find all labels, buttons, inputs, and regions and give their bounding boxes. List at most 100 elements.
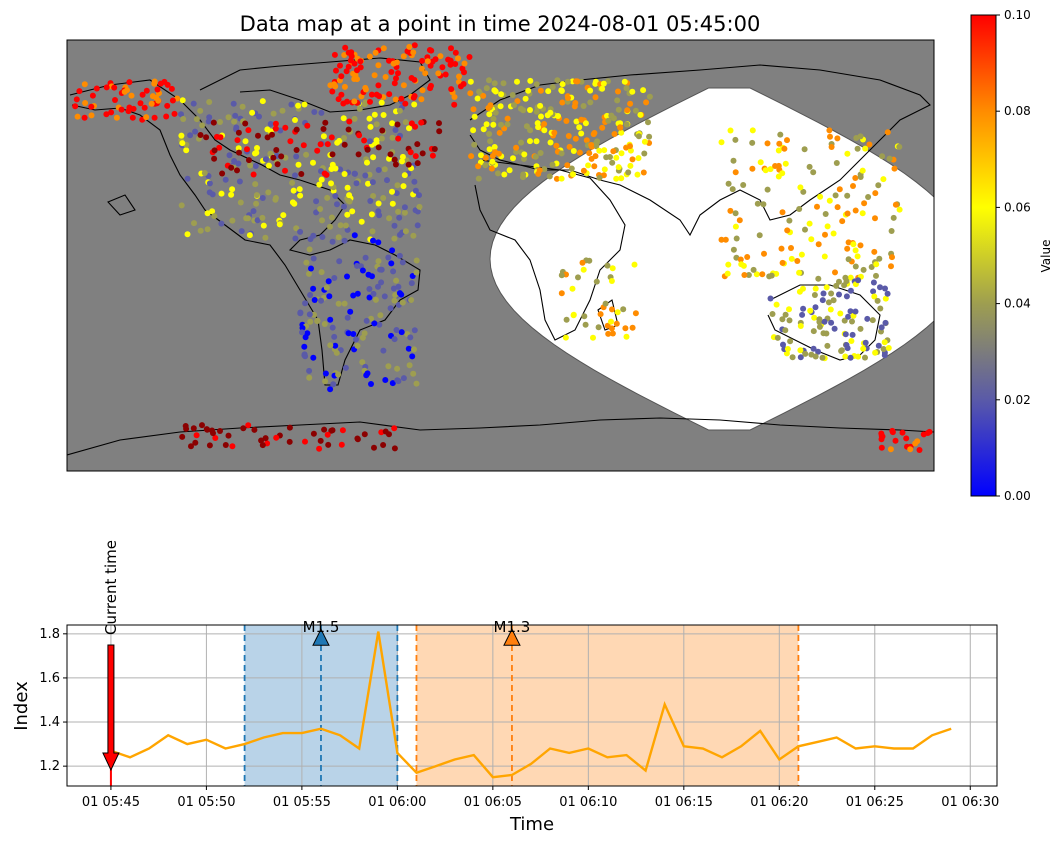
data-point (595, 324, 602, 331)
data-point (643, 99, 650, 106)
data-point (810, 169, 817, 176)
event-spans (244, 625, 799, 786)
data-point (506, 167, 513, 174)
data-point (760, 201, 767, 208)
data-point (547, 139, 554, 146)
data-point (154, 86, 161, 93)
data-point (392, 292, 399, 298)
data-point (368, 91, 375, 98)
data-point (631, 261, 638, 268)
data-point (527, 138, 533, 145)
data-point (297, 228, 304, 235)
data-point (230, 100, 237, 107)
data-point (291, 200, 298, 207)
event-lines (243, 625, 800, 786)
event-markers: M1.5 M1.3 (303, 618, 530, 646)
data-point (306, 374, 313, 381)
data-point (373, 137, 380, 144)
data-point (399, 158, 405, 165)
data-point (199, 122, 206, 129)
data-point (267, 121, 274, 127)
x-axis-label: Time (509, 814, 554, 835)
data-point (246, 232, 253, 239)
data-point (625, 169, 632, 176)
data-point (576, 124, 583, 131)
data-point (229, 217, 236, 224)
data-point (368, 381, 374, 387)
data-point (878, 436, 885, 443)
data-point (413, 257, 420, 264)
data-point (490, 115, 497, 122)
data-point (342, 364, 349, 371)
data-point (737, 256, 744, 263)
data-point (265, 162, 272, 169)
colorbar-tick-label: 0.08 (1004, 104, 1031, 118)
data-point (343, 68, 350, 75)
data-point (354, 435, 361, 442)
colorbar-tick-label: 0.00 (1004, 489, 1031, 503)
data-point (331, 51, 338, 58)
data-point (385, 254, 392, 261)
data-point (341, 300, 348, 307)
data-point (307, 318, 314, 325)
data-point (81, 114, 88, 121)
data-point (857, 133, 864, 140)
data-point (414, 222, 421, 229)
data-point (784, 137, 790, 144)
data-point (206, 180, 213, 187)
data-point (582, 120, 589, 127)
data-point (553, 142, 560, 149)
data-point (872, 190, 879, 197)
data-point (320, 133, 327, 140)
data-point (164, 102, 171, 109)
data-point (520, 174, 526, 181)
data-point (609, 159, 616, 166)
data-point (372, 296, 379, 303)
data-point (842, 353, 849, 360)
x-tick-label: 01 06:00 (368, 795, 426, 810)
data-point (210, 119, 217, 126)
data-point (103, 111, 110, 118)
data-point (218, 220, 225, 227)
data-point (359, 359, 366, 366)
data-point (89, 92, 96, 99)
data-point (873, 261, 880, 268)
data-point (824, 342, 831, 349)
data-point (293, 126, 300, 133)
data-point (121, 88, 128, 95)
data-point (236, 149, 242, 156)
data-point (259, 214, 266, 221)
data-point (183, 425, 190, 432)
data-point (395, 70, 401, 77)
data-point (623, 333, 630, 340)
data-point (558, 88, 565, 94)
data-point (802, 350, 809, 357)
data-point (277, 127, 284, 134)
data-point (838, 347, 845, 354)
data-point (424, 58, 431, 65)
data-point (235, 129, 242, 136)
data-point (73, 96, 80, 103)
data-point (325, 441, 332, 448)
data-point (486, 146, 493, 153)
data-point (501, 171, 508, 178)
data-point (228, 164, 235, 171)
data-point (916, 447, 923, 453)
data-point (361, 330, 368, 337)
data-point (797, 323, 804, 329)
data-point (847, 308, 854, 315)
data-point (262, 234, 269, 241)
data-point (148, 100, 155, 107)
data-point (569, 285, 576, 292)
data-point (295, 161, 302, 168)
data-point (827, 133, 833, 140)
data-point (852, 263, 859, 270)
data-point (841, 317, 848, 324)
data-point (289, 179, 296, 186)
data-point (629, 324, 636, 331)
data-point (191, 220, 197, 227)
data-point (590, 334, 596, 341)
data-point (496, 129, 503, 136)
data-point (767, 295, 774, 302)
data-point (857, 242, 864, 249)
